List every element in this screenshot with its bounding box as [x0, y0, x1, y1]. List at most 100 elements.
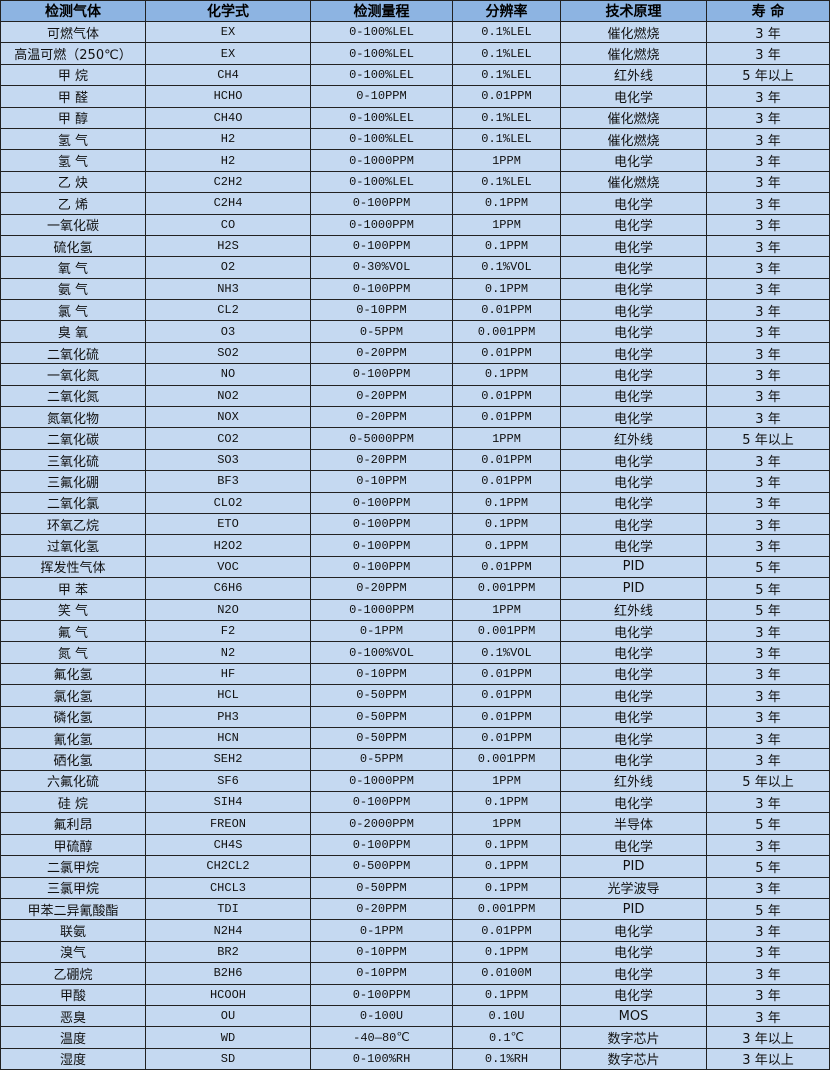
cell-lifespan: 3 年: [706, 384, 830, 408]
cell-resolution: 0.1%LEL: [452, 42, 561, 65]
cell-range: 0-10PPM: [310, 85, 453, 108]
cell-range: 0-100PPM: [310, 555, 453, 579]
cell-formula: HCHO: [145, 85, 311, 108]
cell-formula: C2H4: [145, 192, 311, 215]
cell-formula: C6H6: [145, 577, 311, 600]
cell-lifespan: 5 年: [706, 555, 830, 579]
cell-gas: 笑 气: [0, 598, 146, 621]
cell-principle: 催化燃烧: [560, 20, 707, 44]
cell-gas: 硒化氢: [0, 748, 146, 771]
cell-principle: 电化学: [560, 833, 707, 857]
cell-lifespan: 3 年: [706, 341, 830, 365]
cell-gas: 乙硼烷: [0, 962, 146, 985]
cell-range: 0-1000PPM: [310, 213, 453, 236]
cell-resolution: 0.001PPM: [452, 748, 561, 771]
cell-lifespan: 5 年: [706, 577, 830, 600]
cell-resolution: 0.1PPM: [452, 833, 561, 857]
cell-formula: NO: [145, 363, 311, 386]
table-row: 挥发性气体 VOC 0-100PPM 0.01PPM PID 5 年: [0, 555, 830, 579]
cell-formula: H2: [145, 149, 311, 172]
table-row: 甲 醛 HCHO 0-10PPM 0.01PPM 电化学 3 年: [0, 85, 830, 108]
cell-range: 0-100PPM: [310, 277, 453, 301]
cell-resolution: 0.01PPM: [452, 299, 561, 322]
cell-resolution: 0.01PPM: [452, 705, 561, 728]
table-row: 三氧化硫 SO3 0-20PPM 0.01PPM 电化学 3 年: [0, 448, 830, 472]
cell-gas: 氮氧化物: [0, 406, 146, 429]
cell-lifespan: 5 年: [706, 898, 830, 921]
cell-range: 0-5PPM: [310, 748, 453, 771]
cell-lifespan: 3 年: [706, 619, 830, 643]
cell-range: 0-100%LEL: [310, 42, 453, 65]
cell-formula: EX: [145, 42, 311, 65]
cell-gas: 二氧化硫: [0, 341, 146, 365]
cell-resolution: 0.1PPM: [452, 791, 561, 814]
cell-resolution: 0.01PPM: [452, 448, 561, 472]
cell-resolution: 0.01PPM: [452, 555, 561, 579]
cell-range: 0-100PPM: [310, 983, 453, 1006]
table-row: 氟利昂 FREON 0-2000PPM 1PPM 半导体 5 年: [0, 812, 830, 835]
cell-resolution: 0.1PPM: [452, 192, 561, 215]
cell-resolution: 0.1PPM: [452, 534, 561, 557]
cell-principle: 电化学: [560, 299, 707, 322]
cell-lifespan: 3 年: [706, 748, 830, 771]
cell-gas: 三氯甲烷: [0, 876, 146, 900]
cell-formula: TDI: [145, 898, 311, 921]
table-row: 乙硼烷 B2H6 0-10PPM 0.0100M 电化学 3 年: [0, 962, 830, 985]
cell-resolution: 0.1%LEL: [452, 127, 561, 151]
cell-principle: 数字芯片: [560, 1026, 707, 1049]
cell-principle: 光学波导: [560, 876, 707, 900]
cell-resolution: 0.1℃: [452, 1026, 561, 1049]
cell-principle: 电化学: [560, 384, 707, 408]
cell-lifespan: 3 年: [706, 406, 830, 429]
cell-principle: 电化学: [560, 641, 707, 664]
cell-principle: 电化学: [560, 341, 707, 365]
cell-range: 0-20PPM: [310, 341, 453, 365]
cell-range: 0-100%LEL: [310, 127, 453, 151]
cell-gas: 硅 烷: [0, 791, 146, 814]
cell-resolution: 0.0100M: [452, 962, 561, 985]
cell-range: 0-20PPM: [310, 406, 453, 429]
cell-gas: 三氟化硼: [0, 470, 146, 493]
cell-range: 0-100PPM: [310, 534, 453, 557]
cell-principle: 催化燃烧: [560, 170, 707, 194]
cell-principle: 催化燃烧: [560, 42, 707, 65]
table-row: 甲 醇 CH4O 0-100%LEL 0.1%LEL 催化燃烧 3 年: [0, 106, 830, 129]
cell-formula: CHCL3: [145, 876, 311, 900]
cell-gas: 氟化氢: [0, 662, 146, 686]
cell-lifespan: 3 年: [706, 448, 830, 472]
cell-range: 0-100U: [310, 1004, 453, 1028]
cell-gas: 温度: [0, 1026, 146, 1049]
cell-resolution: 0.01PPM: [452, 470, 561, 493]
cell-lifespan: 3 年: [706, 85, 830, 108]
cell-gas: 六氟化硫: [0, 769, 146, 793]
cell-range: 0-100PPM: [310, 234, 453, 258]
cell-range: 0-5PPM: [310, 320, 453, 343]
cell-formula: ETO: [145, 512, 311, 536]
cell-formula: CH2CL2: [145, 855, 311, 878]
cell-formula: EX: [145, 20, 311, 44]
table-row: 氧 气 O2 0-30%VOL 0.1%VOL 电化学 3 年: [0, 256, 830, 279]
cell-principle: 电化学: [560, 726, 707, 750]
cell-resolution: 1PPM: [452, 812, 561, 835]
cell-principle: 电化学: [560, 684, 707, 707]
cell-formula: NO2: [145, 384, 311, 408]
cell-lifespan: 5 年以上: [706, 63, 830, 87]
cell-principle: 电化学: [560, 192, 707, 215]
table-row: 乙 烯 C2H4 0-100PPM 0.1PPM 电化学 3 年: [0, 192, 830, 215]
cell-range: 0-2000PPM: [310, 812, 453, 835]
cell-lifespan: 3 年: [706, 791, 830, 814]
cell-resolution: 0.1%LEL: [452, 20, 561, 44]
cell-formula: SIH4: [145, 791, 311, 814]
cell-gas: 甲 醛: [0, 85, 146, 108]
table-row: 溴气 BR2 0-10PPM 0.1PPM 电化学 3 年: [0, 940, 830, 964]
cell-range: 0-10PPM: [310, 940, 453, 964]
cell-range: 0-100%RH: [310, 1047, 453, 1071]
table-row: 甲 苯 C6H6 0-20PPM 0.001PPM PID 5 年: [0, 577, 830, 600]
cell-lifespan: 3 年以上: [706, 1047, 830, 1071]
cell-principle: 电化学: [560, 983, 707, 1006]
cell-formula: HCL: [145, 684, 311, 707]
cell-formula: FREON: [145, 812, 311, 835]
cell-gas: 甲苯二异氰酸酯: [0, 898, 146, 921]
cell-gas: 一氧化碳: [0, 213, 146, 236]
cell-range: 0-100PPM: [310, 833, 453, 857]
